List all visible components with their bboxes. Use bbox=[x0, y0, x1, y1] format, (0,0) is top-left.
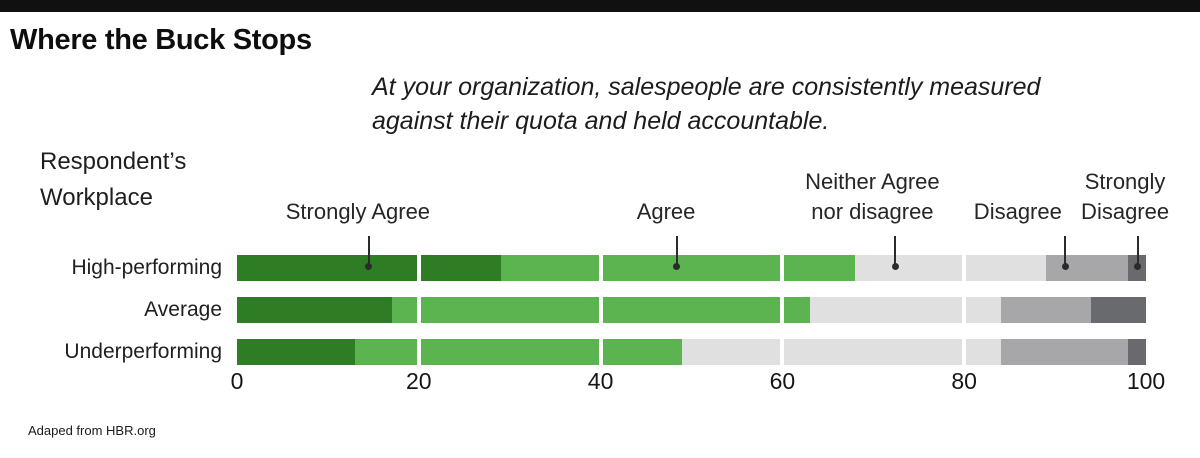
callout-line-strongly-agree: Strongly Agree bbox=[285, 199, 431, 224]
x-tick-100: 100 bbox=[1126, 368, 1166, 394]
gridline-80 bbox=[962, 254, 967, 366]
callout-pointer-dot-disagree bbox=[1061, 263, 1069, 270]
segment-strongly-disagree-average bbox=[1091, 297, 1146, 323]
gridline-40 bbox=[598, 254, 603, 366]
chart-subtitle: At your organization, salespeople are co… bbox=[372, 70, 1040, 138]
bar-row-high-performing bbox=[237, 255, 1146, 281]
x-tick-80: 80 bbox=[951, 368, 977, 394]
segment-strongly-agree-average bbox=[237, 297, 392, 323]
chart-subtitle-line1: At your organization, salespeople are co… bbox=[372, 73, 1041, 101]
x-tick-40: 40 bbox=[587, 368, 614, 394]
bar-row-average bbox=[237, 297, 1146, 323]
callout-pointer-strongly-agree bbox=[367, 236, 370, 267]
y-axis-group-label: Respondent’s Workplace bbox=[40, 148, 187, 211]
callout-pointer-dot-strongly-agree bbox=[365, 263, 373, 270]
callout-pointer-dot-strongly-disagree bbox=[1134, 263, 1142, 270]
segment-agree-underperforming bbox=[355, 339, 683, 365]
top-border-bar bbox=[0, 0, 1200, 12]
callout-label-strongly-disagree: Strongly Disagree bbox=[1081, 167, 1169, 227]
callout-line-nor-disagree: nor disagree bbox=[811, 199, 934, 224]
segment-disagree-high-performing bbox=[1045, 255, 1128, 281]
callout-line-agree: Agree bbox=[636, 199, 696, 224]
row-label-average: Average bbox=[144, 298, 222, 321]
segment-disagree-underperforming bbox=[1000, 339, 1128, 365]
page-title: Where the Buck Stops bbox=[10, 24, 312, 56]
callout-label-neither-agree-nor-disagree: Neither Agree nor disagree bbox=[805, 167, 940, 227]
segment-neither-agree-nor-disagree-underperforming bbox=[682, 339, 1001, 365]
callout-line-neither-agree: Neither Agree bbox=[805, 169, 940, 194]
callout-pointer-dot-agree bbox=[673, 263, 681, 270]
callout-line-strongly: Strongly bbox=[1084, 169, 1166, 194]
x-tick-20: 20 bbox=[406, 368, 432, 394]
source-credit: Adaped from HBR.org bbox=[28, 423, 156, 438]
bar-row-underperforming bbox=[237, 339, 1146, 365]
segment-disagree-average bbox=[1000, 297, 1092, 323]
callout-label-strongly-agree: Strongly Agree bbox=[286, 197, 430, 227]
callout-line-disagree: Disagree bbox=[1081, 199, 1170, 224]
x-tick-0: 0 bbox=[230, 368, 244, 394]
callout-pointer-dot-neither-agree-nor-disagree bbox=[891, 263, 899, 270]
callout-pointer-disagree bbox=[1064, 236, 1067, 267]
segment-strongly-disagree-underperforming bbox=[1127, 339, 1146, 365]
gridline-20 bbox=[416, 254, 421, 366]
row-label-high-performing: High-performing bbox=[71, 256, 222, 279]
row-label-underperforming: Underperforming bbox=[64, 340, 222, 363]
x-tick-60: 60 bbox=[769, 368, 796, 394]
chart-subtitle-line2: against their quota and held accountable… bbox=[372, 107, 830, 135]
segment-neither-agree-nor-disagree-high-performing bbox=[855, 255, 1046, 281]
callout-label-disagree: Disagree bbox=[974, 197, 1062, 227]
segment-neither-agree-nor-disagree-average bbox=[809, 297, 1001, 323]
callout-label-agree: Agree bbox=[637, 197, 696, 227]
segment-strongly-agree-underperforming bbox=[237, 339, 356, 365]
callout-pointer-strongly-disagree bbox=[1136, 236, 1139, 267]
callout-pointer-agree bbox=[675, 236, 678, 267]
gridline-60 bbox=[780, 254, 785, 366]
callout-line-disagree: Disagree bbox=[973, 199, 1062, 224]
callout-pointer-neither-agree-nor-disagree bbox=[894, 236, 897, 267]
